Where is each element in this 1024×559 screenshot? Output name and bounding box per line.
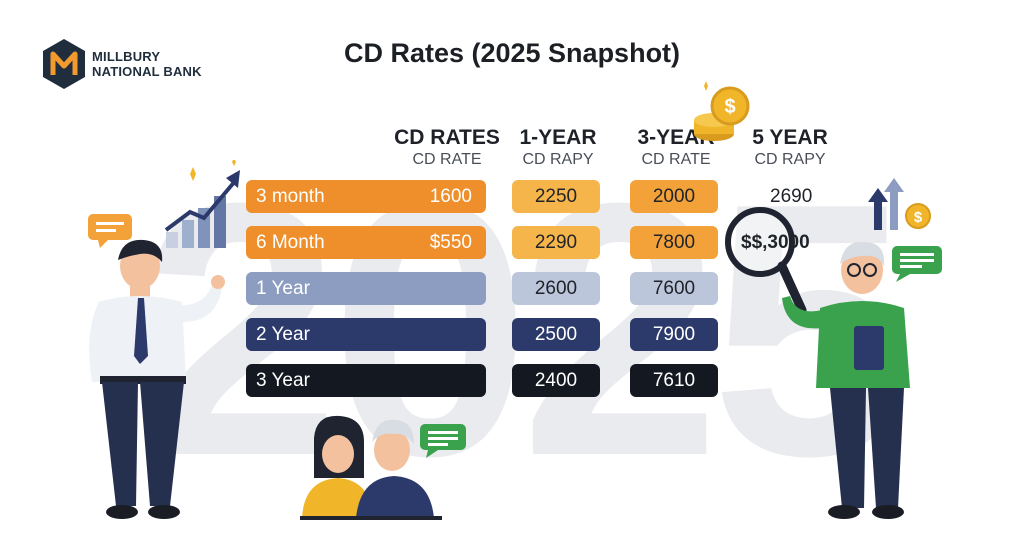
column-header-sub: CD RAPY	[754, 151, 826, 168]
coin-stack-icon: $	[694, 81, 750, 141]
chat-bubble-icon	[892, 246, 942, 282]
cell-1-year: 2500	[512, 318, 600, 351]
cell-3-year: 2000	[630, 180, 718, 213]
row-term-label: 2 Year	[256, 323, 310, 345]
table-row-3-month: 3 month 1600	[246, 180, 486, 213]
growth-chart-icon	[164, 160, 240, 248]
cell-1-year: 2400	[512, 364, 600, 397]
row-term-label: 3 month	[256, 185, 325, 207]
column-header-label: 5 YEAR	[752, 126, 828, 149]
cell-1-year: 2290	[512, 226, 600, 259]
page-title: CD Rates (2025 Snapshot)	[343, 38, 681, 68]
row-term-label: 1 Year	[256, 277, 310, 299]
cell-3-year: 7900	[630, 318, 718, 351]
cell-1-year: 2250	[512, 180, 600, 213]
chat-bubble-icon	[88, 214, 132, 248]
table-row-1-year: 1 Year	[246, 272, 486, 305]
svg-text:$: $	[914, 209, 923, 226]
logo-hexagon-icon	[43, 39, 85, 89]
column-header-1-year: 1-YEAR CD RAPY	[502, 126, 614, 170]
growth-arrows-icon: $	[868, 178, 931, 230]
logo-line-1: MILLBURY	[92, 49, 161, 64]
row-rate-value: $550	[429, 231, 472, 253]
table-row-2-year: 2 Year	[246, 318, 486, 351]
column-header-sub: CD RAPY	[522, 151, 594, 168]
logo-line-2: NATIONAL BANK	[92, 64, 202, 79]
row-rate-value: 1600	[429, 185, 472, 207]
column-header-label: CD RATES	[394, 126, 500, 149]
svg-text:$: $	[724, 96, 735, 118]
column-header-sub: CD RATE	[641, 151, 711, 168]
older-man-illustration	[782, 241, 910, 519]
cell-5-year: 2690	[770, 186, 813, 207]
cell-3-year: 7600	[630, 272, 718, 305]
column-header-label: 1-YEAR	[519, 126, 597, 149]
row-term-label: 3 Year	[256, 369, 310, 391]
cell-3-year: 7800	[630, 226, 718, 259]
cell-1-year: 2600	[512, 272, 600, 305]
row-term-label: 6 Month	[256, 231, 325, 253]
table-row-3-year: 3 Year	[246, 364, 486, 397]
cell-3-year: 7610	[630, 364, 718, 397]
column-header-5-year: 5 YEAR CD RAPY	[734, 126, 846, 170]
magnifying-glass-icon	[725, 207, 807, 314]
chat-bubble-icon	[420, 424, 466, 458]
man-pointing-illustration	[89, 239, 225, 519]
column-header-cd-rates: CD RATES CD RATE	[388, 126, 506, 170]
couple-illustration	[300, 415, 442, 520]
column-header-sub: CD RATE	[412, 151, 482, 168]
cell-5-year: $$,3000	[741, 232, 810, 253]
table-row-6-month: 6 Month $550	[246, 226, 486, 259]
bank-logo: MILLBURY NATIONAL BANK	[42, 38, 202, 90]
